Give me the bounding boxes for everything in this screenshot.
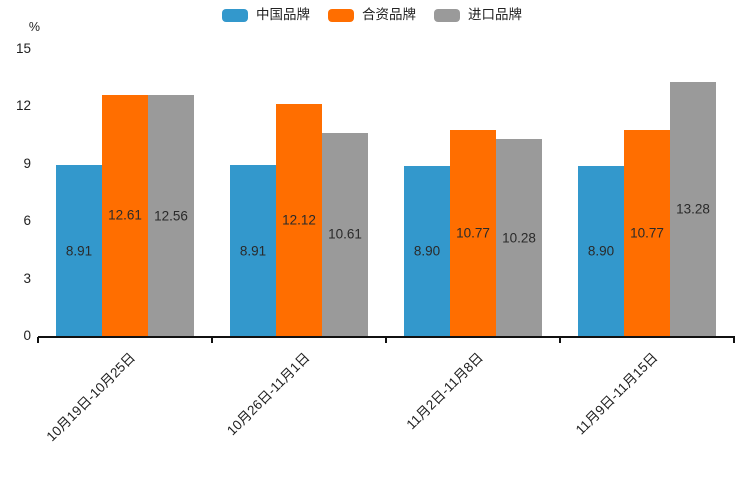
bar-value-label: 13.28 — [676, 201, 710, 217]
bar-进口品牌-3[interactable]: 10.28 — [496, 139, 542, 336]
bar-合资品牌-4[interactable]: 10.77 — [624, 129, 670, 336]
x-axis-tick-mark — [211, 337, 213, 343]
legend-swatch-icon — [434, 8, 460, 22]
bar-进口品牌-1[interactable]: 12.56 — [148, 95, 194, 336]
legend-label: 进口品牌 — [468, 7, 522, 22]
x-axis-tick-mark — [385, 337, 387, 343]
legend-item-1[interactable]: 中国品牌 — [222, 7, 310, 23]
bar-合资品牌-3[interactable]: 10.77 — [450, 129, 496, 336]
legend-swatch-icon — [328, 8, 354, 22]
y-tick-label: 15 — [15, 40, 31, 56]
bar-中国品牌-1[interactable]: 8.91 — [56, 165, 102, 336]
legend-label: 合资品牌 — [362, 7, 416, 22]
bar-value-label: 8.91 — [65, 243, 93, 259]
y-tick-label: 0 — [23, 328, 31, 343]
y-axis-unit-label: % — [28, 20, 40, 34]
bar-合资品牌-2[interactable]: 12.12 — [276, 103, 322, 336]
y-tick-label: 12 — [15, 98, 31, 114]
bar-进口品牌-2[interactable]: 10.61 — [322, 132, 368, 336]
bar-中国品牌-4[interactable]: 8.90 — [578, 165, 624, 336]
bar-value-label: 12.12 — [282, 212, 316, 228]
legend-swatch-icon — [222, 8, 248, 22]
bar-进口品牌-4[interactable]: 13.28 — [670, 81, 716, 336]
x-axis-tick-mark — [559, 337, 561, 343]
x-axis-tick-mark — [733, 337, 735, 343]
y-tick-label: 9 — [23, 155, 31, 171]
bar-value-label: 10.61 — [328, 226, 362, 242]
bar-value-label: 12.56 — [154, 208, 188, 224]
bar-value-label: 8.90 — [413, 243, 441, 259]
y-tick-label: 3 — [23, 270, 31, 286]
legend-label: 中国品牌 — [256, 7, 310, 22]
y-tick-label: 6 — [23, 213, 31, 229]
bar-中国品牌-3[interactable]: 8.90 — [404, 165, 450, 336]
bar-value-label: 10.77 — [630, 225, 664, 241]
bar-中国品牌-2[interactable]: 8.91 — [230, 165, 276, 336]
bar-合资品牌-1[interactable]: 12.61 — [102, 94, 148, 336]
bar-value-label: 12.61 — [108, 207, 142, 223]
legend-item-3[interactable]: 进口品牌 — [434, 7, 522, 23]
bar-value-label: 10.77 — [456, 225, 490, 241]
bar-value-label: 8.90 — [587, 243, 615, 259]
bar-value-label: 10.28 — [502, 230, 536, 246]
legend: 中国品牌 合资品牌 进口品牌 — [0, 7, 744, 23]
legend-item-2[interactable]: 合资品牌 — [328, 7, 416, 23]
x-axis-tick-mark — [37, 337, 39, 343]
bar-value-label: 8.91 — [239, 243, 267, 259]
